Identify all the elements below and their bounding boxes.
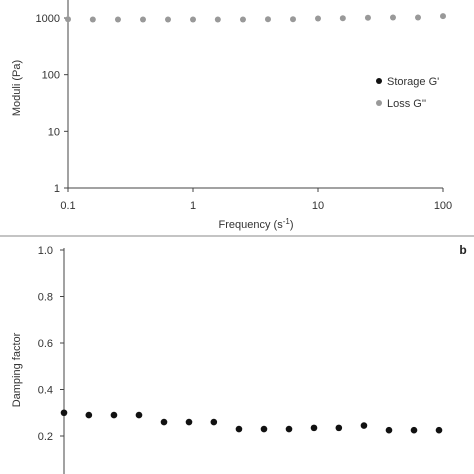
panel-b-data-point	[260, 425, 268, 433]
panel-b-data-point	[110, 411, 118, 419]
panel-a-y-axis-title: Moduli (Pa)	[11, 60, 23, 116]
panel-b-y-tick-label: 1.0	[38, 245, 53, 257]
panel-b-data-point	[85, 411, 93, 419]
panel-b-data-point	[310, 424, 318, 432]
panel-a-data-point	[440, 13, 446, 20]
panel-a-x-axis-title: Frequency (s-1)	[219, 217, 294, 231]
panel-a-data-point	[264, 16, 271, 23]
panel-a-data-point	[190, 16, 196, 23]
panel-a-data-point	[214, 16, 221, 23]
panel-b-damping-chart: 0.2 0.4 0.6 0.8 1.0 Damping factor b	[11, 243, 467, 474]
panel-b-data-point	[235, 425, 243, 433]
panel-a-data-point	[415, 14, 422, 21]
panel-a-y-tick-label: 1000	[36, 13, 60, 25]
legend-label-loss: Loss G''	[387, 98, 426, 110]
panel-b-y-tick-label: 0.8	[38, 292, 53, 304]
panel-a-data-point	[389, 14, 396, 21]
panel-b-data-point	[185, 418, 193, 426]
panel-b-data-point	[410, 426, 418, 434]
panel-a-data-point	[239, 16, 246, 23]
panel-a-data-point	[89, 16, 96, 23]
panel-b-data-point	[335, 424, 343, 432]
legend-marker-loss	[376, 100, 382, 106]
panel-a-x-tick-label: 0.1	[60, 200, 75, 212]
panel-a-data-point	[364, 14, 371, 21]
panel-b-data-point	[360, 422, 368, 429]
panel-a-y-tick-label: 100	[42, 70, 60, 82]
legend-marker-storage	[376, 78, 382, 84]
panel-a-data-point	[339, 15, 346, 22]
panel-a-data-point	[114, 16, 121, 23]
panel-b-y-tick-label: 0.2	[38, 431, 53, 443]
panel-b-data-point	[60, 409, 68, 417]
panel-b-data-point	[135, 411, 143, 419]
panel-b-y-tick-label: 0.4	[38, 385, 53, 397]
panel-a-legend: Storage G' Loss G''	[376, 76, 439, 110]
panel-a-x-tick-label: 1	[190, 200, 196, 212]
panel-b-data-point	[435, 426, 443, 434]
panel-a-data-point	[290, 16, 297, 23]
panel-b-y-tick-label: 0.6	[38, 338, 53, 350]
panel-b-data-point	[210, 418, 218, 426]
panel-a-x-tick-label: 10	[312, 200, 324, 212]
panel-a-data-point	[165, 16, 172, 23]
panel-b-data-point	[385, 426, 393, 434]
panel-b-data-point	[285, 425, 293, 433]
panel-a-data-point	[65, 16, 71, 23]
panel-b-letter: b	[459, 243, 466, 257]
panel-a-data-point	[315, 15, 321, 22]
legend-label-storage: Storage G'	[387, 76, 439, 88]
panel-b-y-axis-title: Damping factor	[11, 332, 23, 407]
panel-a-y-tick-label: 10	[48, 126, 60, 138]
panel-a-x-tick-label: 100	[434, 200, 452, 212]
panel-b-data-point	[160, 418, 168, 426]
panel-a-y-tick-label: 1	[54, 183, 60, 195]
panel-a-data-point	[139, 16, 146, 23]
